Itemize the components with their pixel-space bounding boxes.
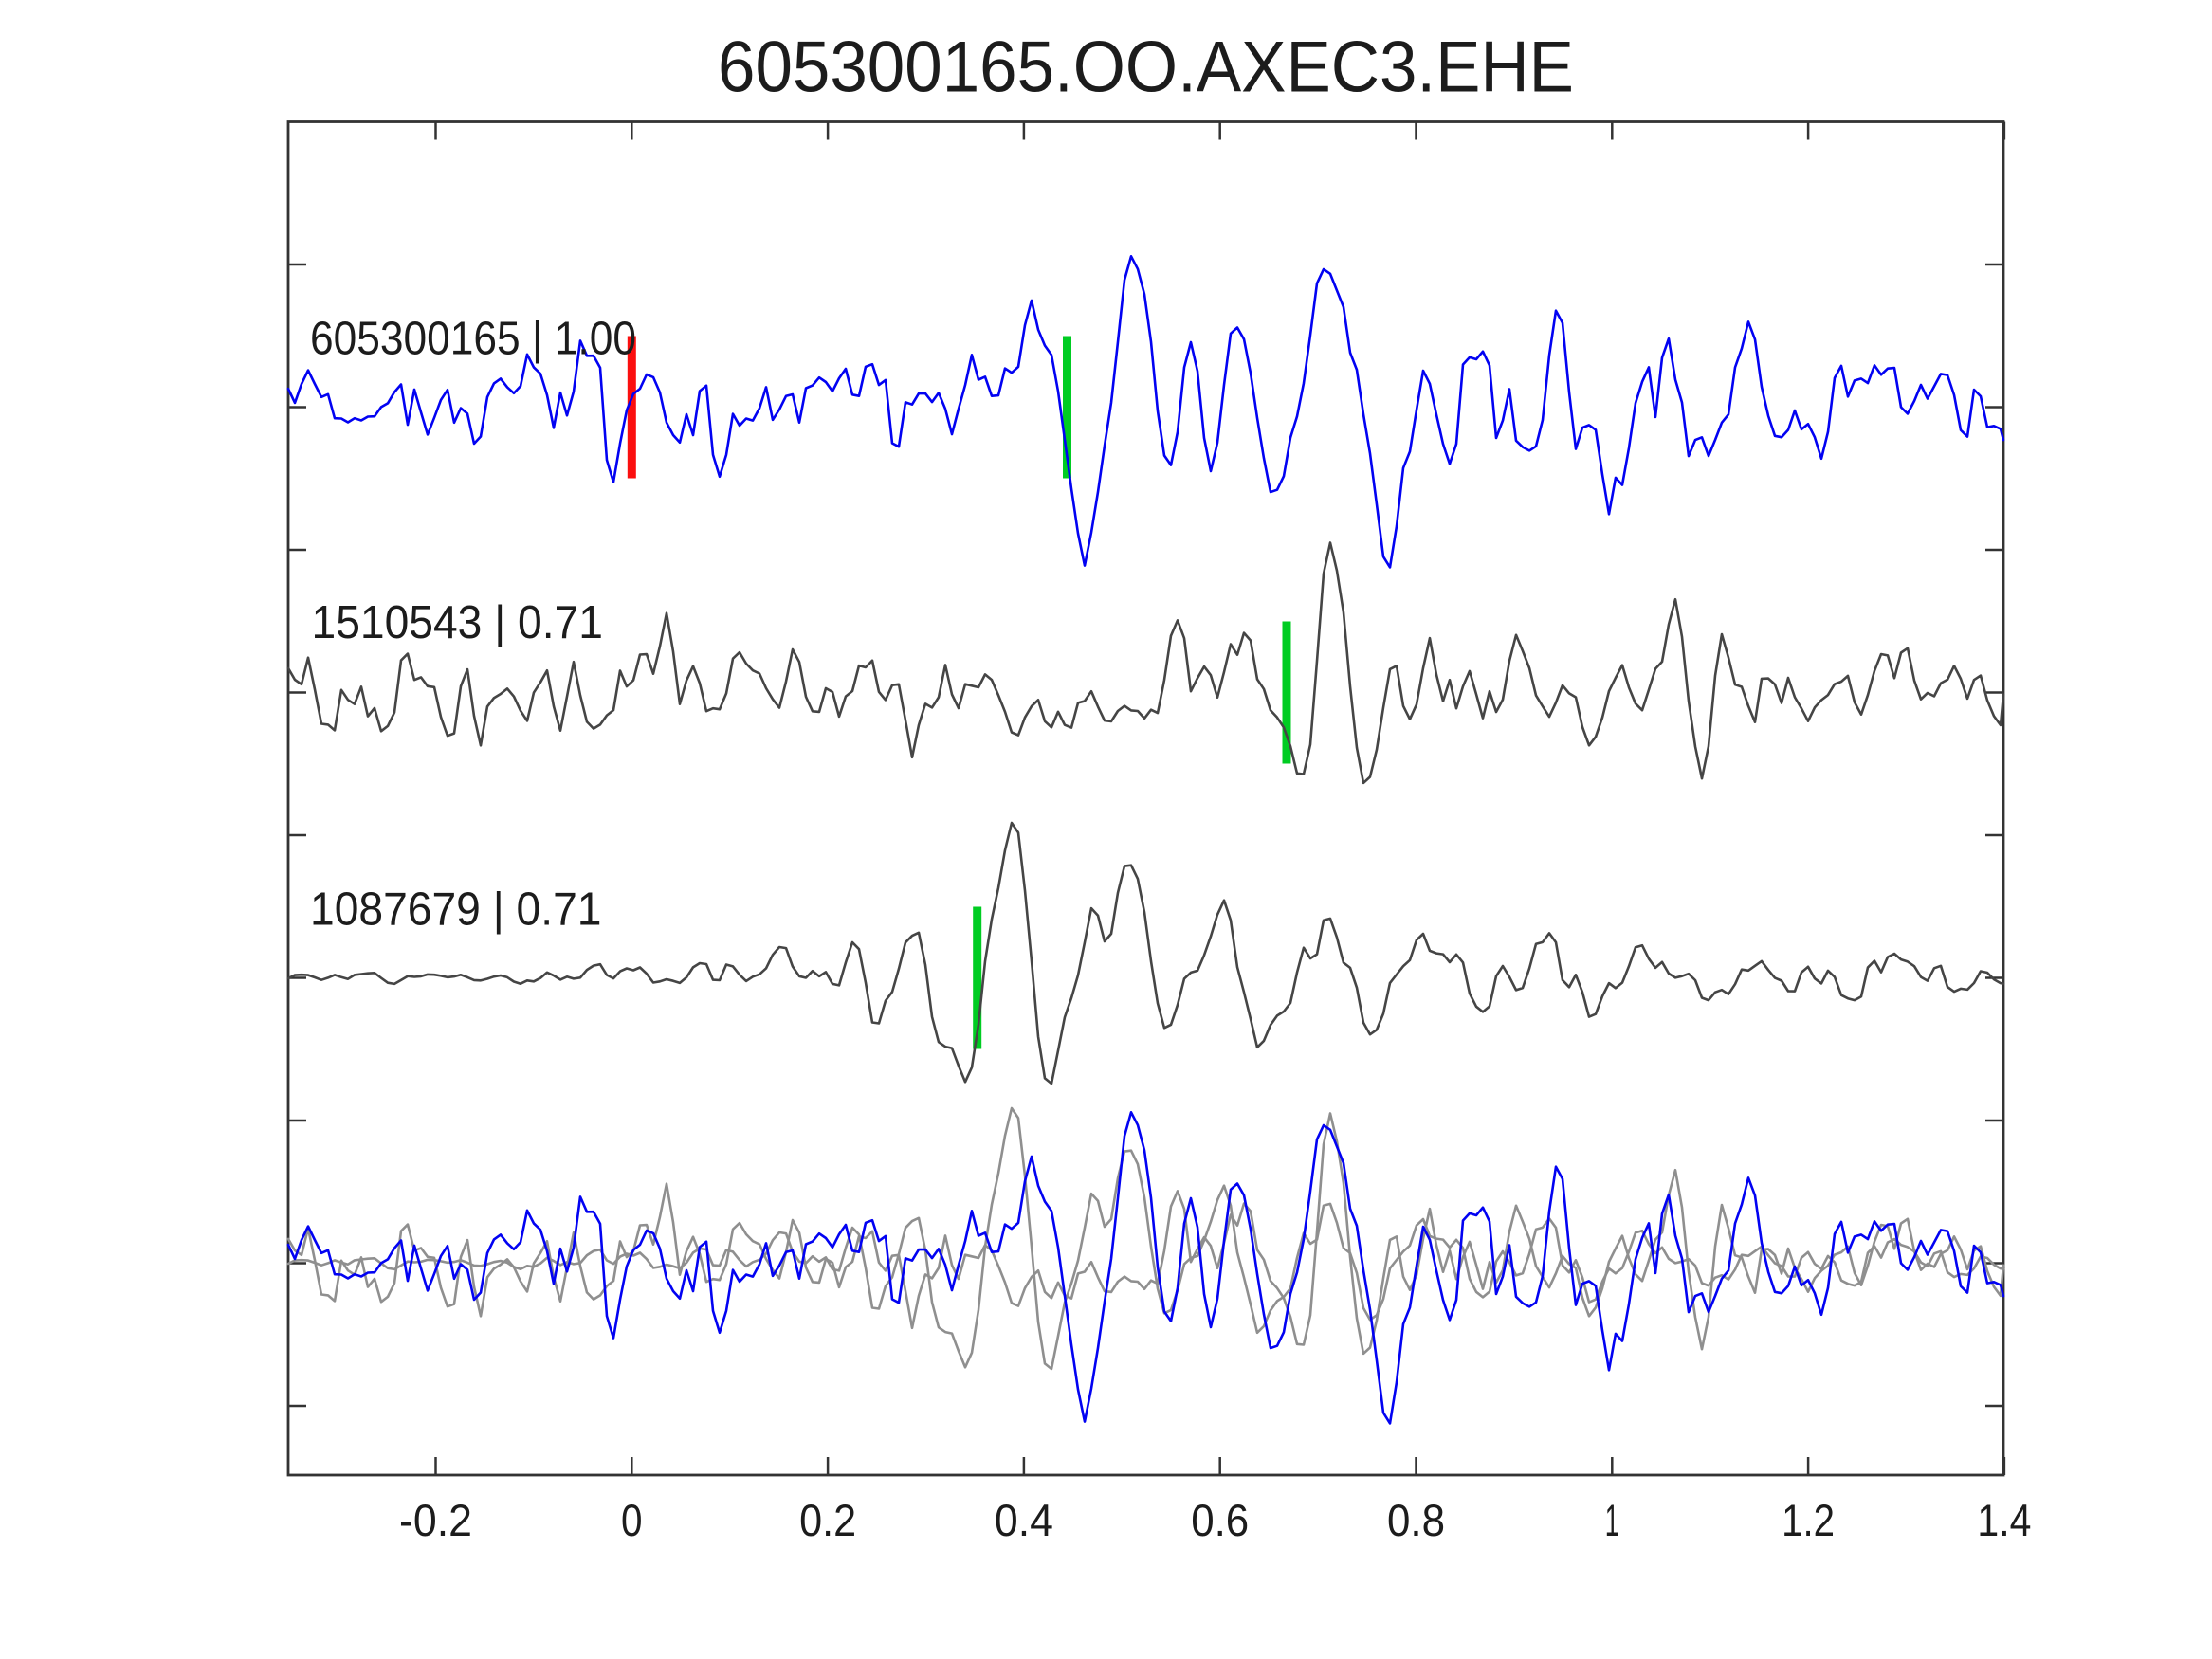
svg-text:0.2: 0.2 xyxy=(799,1496,856,1546)
svg-text:1510543 | 0.71: 1510543 | 0.71 xyxy=(312,597,604,648)
svg-text:0.8: 0.8 xyxy=(1387,1496,1445,1546)
svg-text:605300165.OO.AXEC3.EHE: 605300165.OO.AXEC3.EHE xyxy=(718,27,1574,108)
svg-text:605300165 | 1.00: 605300165 | 1.00 xyxy=(310,314,636,365)
svg-text:1087679 | 0.71: 1087679 | 0.71 xyxy=(310,884,602,935)
svg-text:-0.2: -0.2 xyxy=(399,1496,472,1546)
svg-text:0.6: 0.6 xyxy=(1191,1496,1249,1546)
svg-text:0.4: 0.4 xyxy=(995,1496,1053,1546)
svg-text:1.2: 1.2 xyxy=(1782,1496,1835,1546)
svg-text:1.4: 1.4 xyxy=(1977,1496,2031,1546)
svg-text:0: 0 xyxy=(621,1496,643,1546)
svg-text:1: 1 xyxy=(1605,1496,1619,1546)
